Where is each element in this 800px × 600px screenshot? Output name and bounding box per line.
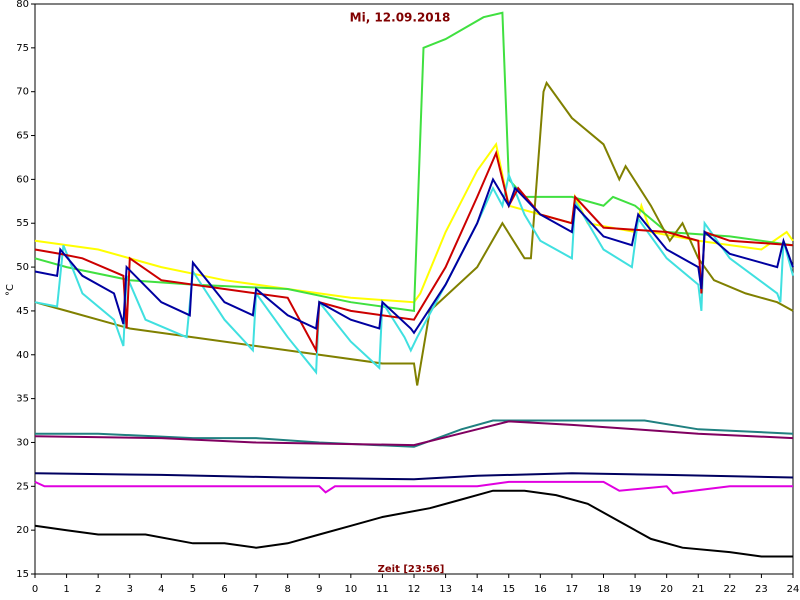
- y-tick-label: 70: [16, 87, 29, 98]
- series-line: [34, 80, 794, 386]
- y-tick-label: 40: [16, 350, 29, 361]
- x-tick-label: 8: [284, 584, 290, 595]
- y-tick-label: 20: [16, 525, 29, 536]
- y-tick-label: 55: [16, 218, 29, 229]
- series-line: [34, 171, 794, 375]
- series-line: [34, 149, 794, 354]
- x-tick-label: 2: [95, 584, 101, 595]
- x-tick-label: 14: [471, 584, 484, 595]
- x-tick-label: 10: [344, 584, 357, 595]
- x-tick-label: 12: [408, 584, 421, 595]
- y-tick-label: 65: [16, 131, 29, 142]
- series-line: [34, 420, 794, 447]
- chart-title: Mi, 12.09.2018: [350, 11, 451, 25]
- x-tick-label: 20: [660, 584, 673, 595]
- y-tick-label: 30: [16, 437, 29, 448]
- y-tick-label: 80: [16, 0, 29, 10]
- x-tick-label: 7: [253, 584, 259, 595]
- y-tick-label: 45: [16, 306, 29, 317]
- x-tick-label: 6: [221, 584, 227, 595]
- x-tick-label: 1: [63, 584, 69, 595]
- x-tick-label: 3: [127, 584, 133, 595]
- y-tick-label: 75: [16, 43, 29, 54]
- x-tick-label: 19: [629, 584, 642, 595]
- x-tick-label: 16: [534, 584, 547, 595]
- x-tick-label: 11: [376, 584, 389, 595]
- y-tick-label: 15: [16, 569, 29, 580]
- series-line: [34, 11, 794, 313]
- y-axis-label: °C: [5, 284, 16, 296]
- x-tick-label: 0: [32, 584, 38, 595]
- x-tick-label: 13: [439, 584, 452, 595]
- x-tick-label: 17: [566, 584, 579, 595]
- x-tick-label: 18: [597, 584, 610, 595]
- x-axis-label: Zeit [23:56]: [378, 564, 445, 575]
- x-tick-label: 22: [723, 584, 736, 595]
- y-tick-label: 60: [16, 174, 29, 185]
- x-tick-label: 23: [755, 584, 768, 595]
- y-tick-label: 25: [16, 481, 29, 492]
- x-tick-label: 24: [787, 584, 800, 595]
- x-tick-label: 21: [692, 584, 705, 595]
- y-tick-label: 35: [16, 394, 29, 405]
- series-line: [34, 472, 794, 481]
- series-line: [34, 480, 793, 495]
- series-line: [34, 489, 793, 558]
- y-tick-label: 50: [16, 262, 29, 273]
- series-line: [34, 177, 794, 335]
- series-line: [35, 419, 794, 448]
- x-tick-label: 15: [502, 584, 515, 595]
- x-tick-label: 9: [316, 584, 322, 595]
- x-tick-label: 5: [190, 584, 196, 595]
- x-tick-label: 4: [158, 584, 164, 595]
